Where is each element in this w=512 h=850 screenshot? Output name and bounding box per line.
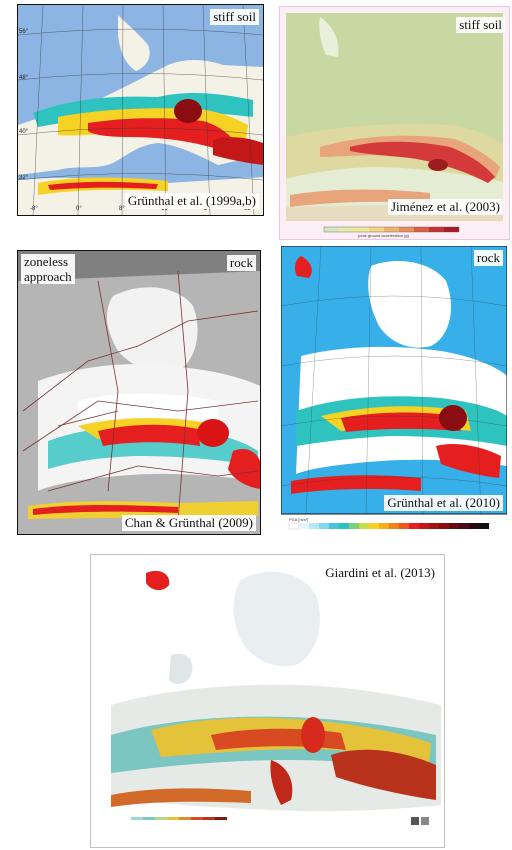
map-europe-2009 — [18, 251, 260, 534]
hazard-zone-iceland — [146, 570, 170, 591]
hazard-map-panel-gruenthal-1999: 56° 48° 40° 32° -8° 0° 8° 16° 24° 32° st… — [17, 4, 264, 216]
colorbar-title: peak ground acceleration (g) — [358, 233, 409, 238]
soil-label: rock — [226, 255, 256, 271]
land-scandinavia — [233, 571, 320, 667]
graticule — [281, 246, 507, 515]
map-europe-2013 — [111, 570, 441, 825]
graticule — [18, 5, 263, 215]
hazard-zone-high — [341, 412, 461, 432]
hazard-hotspot-vrancea — [439, 405, 467, 431]
map-frame — [281, 246, 507, 515]
hazard-hotspot-vrancea — [301, 717, 325, 753]
lon-tick-m8: -8° — [30, 206, 38, 212]
hazard-zone-high — [88, 118, 238, 153]
hazard-zone-north-africa — [111, 788, 251, 807]
lat-tick-56: 56° — [19, 29, 29, 35]
colorbar-pga-ms2 — [288, 522, 489, 530]
land-europe — [286, 13, 503, 157]
map-europe-2003 — [286, 13, 503, 221]
hazard-hotspot-aegean — [428, 159, 448, 171]
lon-tick-16: 16° — [161, 206, 171, 212]
qr-code — [411, 817, 419, 825]
hazard-zone-high — [98, 424, 200, 446]
lon-tick-0: 0° — [76, 206, 82, 212]
hazard-map-panel-gruenthal-2010: rock Grünthal et al. (2010) PGA [m/s²] — [281, 246, 507, 540]
hazard-zone-anatolia — [331, 749, 436, 800]
land-scandinavia — [106, 287, 198, 373]
citation-label: Jiménez et al. (2003) — [387, 199, 503, 215]
hazard-zone-atlas — [33, 505, 178, 515]
hazard-zone-atlas — [48, 181, 158, 190]
land-central — [78, 393, 218, 423]
colorbar-pga-g — [323, 226, 460, 233]
citation-label: Grünthal et al. (2010) — [384, 495, 503, 511]
land-scandinavia — [368, 261, 451, 348]
soil-label: stiff soil — [210, 9, 259, 25]
zone-boundaries — [22, 270, 259, 522]
hazard-zone-north-africa — [291, 475, 421, 494]
lat-tick-48: 48° — [19, 75, 29, 81]
hazard-zone-greece — [436, 444, 501, 478]
hazard-map-panel-giardini-2013: Giardini et al. (2013) — [90, 554, 445, 848]
hazard-map-panel-chan-gruenthal-2009: zoneless approach rock Chan & Grünthal (… — [17, 250, 261, 535]
colorbar-legend — [131, 817, 227, 820]
hazard-zone-north-africa — [290, 189, 430, 207]
logo-mark — [421, 817, 429, 825]
lon-tick-32: 32° — [244, 206, 254, 212]
land-british-isles — [169, 653, 193, 685]
map-europe-1999 — [18, 5, 263, 215]
map-europe-2010 — [281, 246, 507, 530]
land-iceland — [319, 17, 339, 57]
citation-label: Grünthal et al. (1999a,b) — [124, 193, 259, 209]
lat-tick-40: 40° — [19, 129, 29, 135]
lon-tick-8: 8° — [119, 206, 125, 212]
hazard-map-panel-jimenez-2003: stiff soil Jiménez et al. (2003) peak gr… — [279, 6, 510, 240]
hazard-zone-greece — [270, 760, 293, 805]
approach-text: zoneless approach — [24, 254, 72, 284]
hazard-zone-high — [350, 141, 495, 183]
lon-tick-24: 24° — [204, 206, 214, 212]
colorbar-title: PGA [m/s²] — [289, 517, 309, 522]
hazard-hotspot-vrancea — [174, 99, 202, 123]
soil-label: rock — [473, 250, 503, 266]
hazard-zone-iceland — [294, 256, 312, 278]
soil-label: stiff soil — [456, 17, 505, 33]
hazard-zone-anatolia — [228, 449, 260, 489]
lat-tick-32: 32° — [19, 175, 29, 181]
hazard-hotspot-vrancea — [197, 419, 229, 447]
citation-label: Chan & Grünthal (2009) — [121, 515, 256, 531]
citation-label: Giardini et al. (2013) — [322, 565, 438, 581]
approach-label: zoneless approach — [21, 254, 75, 284]
